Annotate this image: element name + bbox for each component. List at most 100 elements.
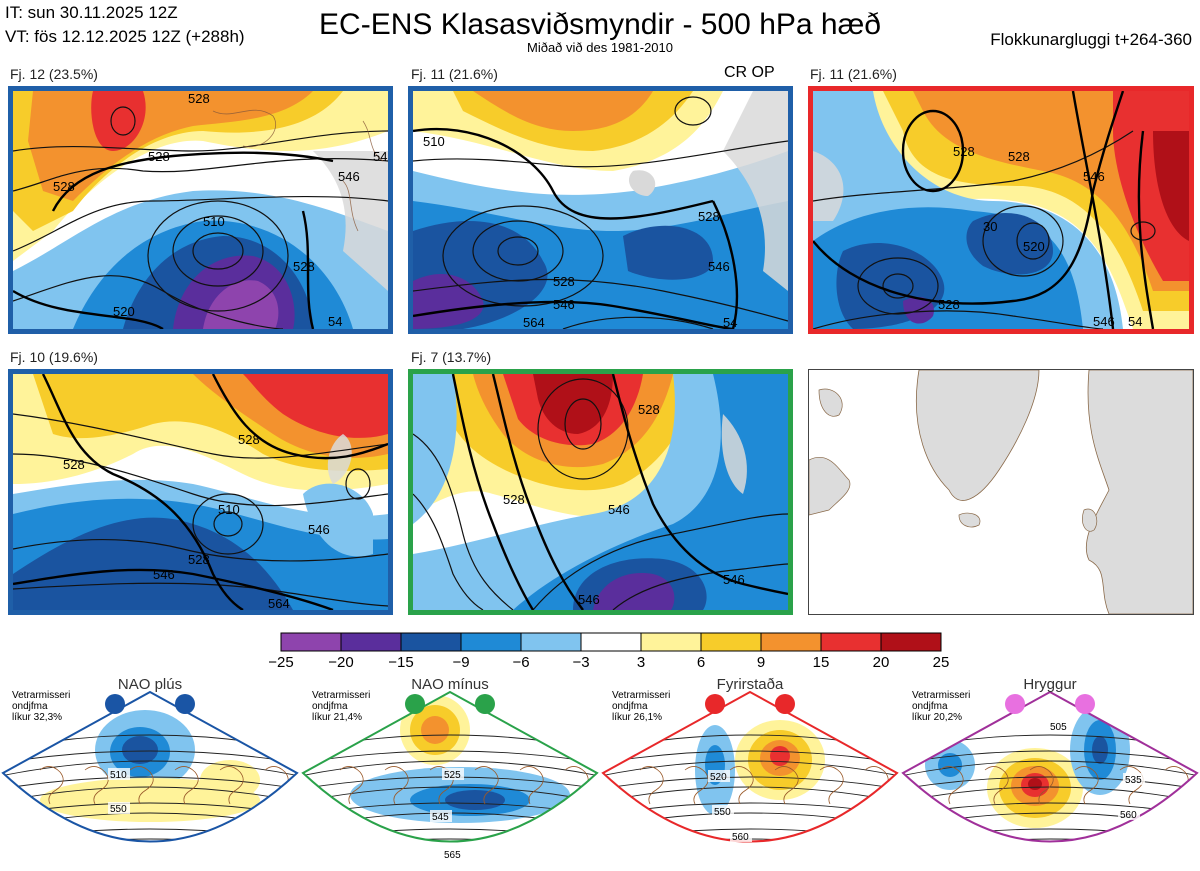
contour-label: 564: [523, 315, 545, 329]
contour-label: 564: [268, 596, 290, 610]
coastline: [984, 766, 1009, 805]
regime-indicator-dot: [705, 694, 725, 714]
regime-note: Vetrarmisseri ondjfma líkur 21,4%: [312, 690, 370, 723]
coastline: [129, 766, 154, 805]
contour-label-bg: [430, 810, 452, 822]
contour-label: 510: [110, 770, 127, 781]
chart-title: EC-ENS Klasasviðsmyndir - 500 hPa hæð: [319, 8, 881, 41]
regime-indicator-dot: [475, 694, 495, 714]
regime-name: Fyrirstaða: [716, 676, 784, 693]
contour-label: 528: [553, 274, 575, 289]
panel-2-label: Fj. 11 (21.6%): [411, 66, 498, 82]
regime-map: 505 535 560: [901, 690, 1199, 866]
anomaly-blob: [445, 790, 505, 810]
contour-label: 546: [338, 169, 360, 184]
contour-label: 520: [1023, 239, 1045, 254]
contour-label: 546: [373, 149, 388, 164]
cluster-panel-4: 528 528 510 546 528 546 564: [8, 369, 393, 615]
regime-indicator-dot: [1005, 694, 1025, 714]
contour-label: 546: [1093, 314, 1115, 329]
regime-name: NAO mínus: [411, 676, 489, 693]
panel-2-marker: CR OP: [724, 64, 775, 81]
regime-note-line: líkur 20,2%: [912, 712, 963, 723]
regime-indicator-dot: [1075, 694, 1095, 714]
contour-label: 546: [608, 502, 630, 517]
regime-map-outline: [1, 690, 299, 843]
chart-subtitle: Miðað við des 1981-2010: [527, 40, 673, 55]
anomaly-blob: [122, 736, 158, 764]
regime-map-outline: [901, 690, 1199, 843]
regime-note-line: líkur 32,3%: [12, 712, 63, 723]
regime-note-line: ondjfma: [312, 701, 348, 712]
contour-label: 528: [503, 492, 525, 507]
contour-label: 528: [188, 552, 210, 567]
regime-map-outline: [601, 690, 899, 843]
contour-label: 54: [1128, 314, 1142, 329]
contour-label-bg: [442, 848, 464, 860]
contour-label-bg: [1048, 720, 1070, 732]
regime-map: 525 545 565: [301, 690, 599, 861]
regime-note-line: líkur 21,4%: [312, 712, 363, 723]
regime-note: Vetrarmisseri ondjfma líkur 26,1%: [612, 690, 670, 723]
height-contour: [903, 776, 1197, 790]
contour-label: 546: [308, 522, 330, 537]
contour-label-bg: [108, 768, 130, 780]
coastline: [819, 766, 844, 805]
coastline: [39, 766, 64, 805]
colorbar-tick-label: 6: [696, 654, 706, 671]
regime-panel: 525 545 565 NAO mínus Vetrarmisseri ondjfma lí…: [300, 670, 600, 870]
colorbar-tick-label: −6: [512, 654, 530, 671]
anomaly-blob: [1092, 736, 1108, 764]
valid-time: VT: fös 12.12.2025 12Z (+288h): [5, 27, 245, 46]
coastline: [1029, 766, 1054, 805]
colorbar-segment: [700, 632, 762, 652]
contour-label-bg: [442, 768, 464, 780]
anomaly-blob: [1014, 854, 1046, 866]
colorbar: [280, 632, 942, 652]
coastline: [429, 766, 454, 805]
contour-label: 54: [328, 314, 342, 329]
contour-label: 525: [444, 770, 461, 781]
regime-note-line: Vetrarmisseri: [912, 690, 971, 701]
cluster-panel-2: 510 528 528 546 546 564 54: [408, 86, 793, 334]
contour-label: 528: [698, 209, 720, 224]
anomaly-blob: [1028, 778, 1042, 790]
empty-map-panel: [808, 369, 1194, 615]
colorbar-tick-label: 15: [812, 654, 830, 671]
colorbar-segment: [880, 632, 942, 652]
contour-label: 560: [1120, 810, 1137, 821]
coastline: [339, 766, 364, 805]
panel-4-label: Fj. 10 (19.6%): [10, 349, 98, 365]
contour-label: 546: [578, 592, 600, 607]
height-contour: [3, 760, 297, 777]
contour-label-bg: [730, 830, 752, 842]
anomaly-blob: [770, 746, 790, 766]
colorbar-tick-label: −25: [268, 654, 294, 671]
colorbar-tick-label: −3: [572, 654, 590, 671]
contour-label: 528: [293, 259, 315, 274]
height-contour: [303, 750, 597, 764]
coastline: [384, 766, 409, 805]
height-contour: [3, 838, 297, 842]
contour-label: 528: [63, 457, 85, 472]
panel-5-label: Fj. 7 (13.7%): [411, 349, 492, 365]
coastline: [729, 766, 754, 805]
panel-3-label: Fj. 11 (21.6%): [810, 66, 897, 82]
regime-note-line: ondjfma: [912, 701, 948, 712]
contour-label: 560: [732, 832, 749, 843]
regime-note-line: líkur 26,1%: [612, 712, 663, 723]
coastline: [939, 766, 964, 805]
anomaly-blob: [938, 753, 962, 777]
height-contour: [903, 760, 1197, 777]
colorbar-tick-label: 9: [756, 654, 766, 671]
regime-note-line: Vetrarmisseri: [612, 690, 671, 701]
regime-map-outline: [301, 690, 599, 843]
colorbar-segment: [640, 632, 702, 652]
contour-label: 550: [714, 807, 731, 818]
contour-label: 528: [638, 402, 660, 417]
regime-note-line: ondjfma: [12, 701, 48, 712]
colorbar-segment: [820, 632, 882, 652]
height-contour: [3, 776, 297, 790]
contour-label: 550: [110, 804, 127, 815]
contour-label: 54: [723, 315, 737, 329]
